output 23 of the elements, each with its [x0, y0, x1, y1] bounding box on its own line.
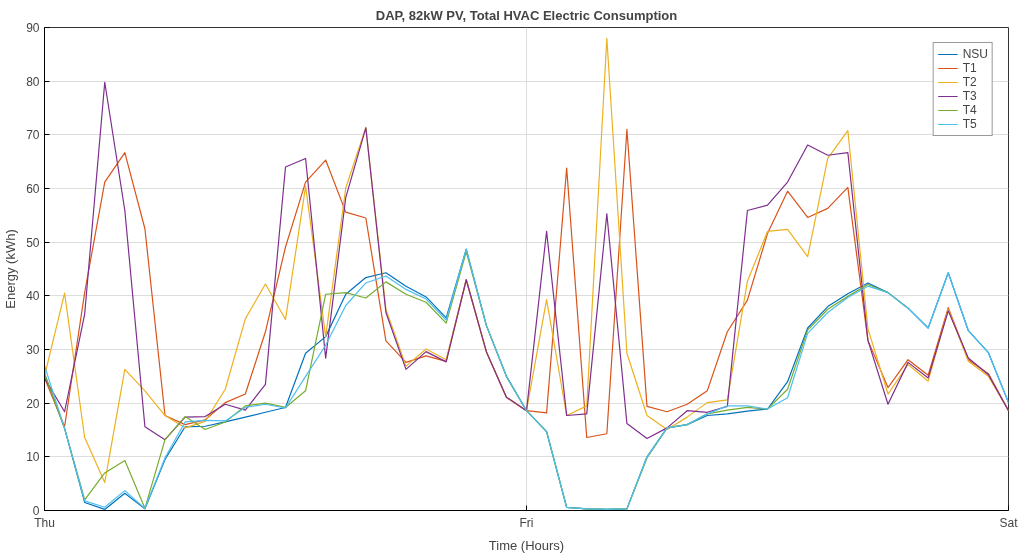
x-tick-label: Sat [999, 515, 1019, 530]
y-tick-label: 30 [26, 343, 40, 357]
legend-label: T1 [962, 61, 978, 75]
y-tick-label: 90 [26, 21, 40, 35]
y-tick-label: 0 [32, 504, 40, 518]
legend-label: NSU [962, 47, 988, 61]
legend-label: T3 [962, 89, 978, 103]
legend-label: T4 [962, 103, 978, 117]
y-tick-label: 10 [26, 450, 40, 465]
y-tick-label: 20 [26, 396, 40, 411]
line-series [44, 37, 1009, 484]
chart-title: DAP, 82kW PV, Total HVAC Electric Consumption [375, 7, 678, 23]
y-tick-label: 60 [26, 182, 40, 196]
x-axis-title: Time (Hours) [488, 537, 565, 553]
y-tick-label: 50 [26, 235, 40, 250]
y-axis-title: Energy (kWh) [3, 229, 19, 309]
x-tick-label: Fri [519, 515, 534, 530]
legend-label: T5 [962, 117, 978, 131]
legend-label: T2 [962, 75, 978, 89]
x-tick-label: Thu [34, 515, 55, 530]
y-tick-label: 80 [26, 74, 40, 89]
y-tick-label: 70 [26, 128, 40, 143]
y-tick-label: 40 [26, 289, 40, 304]
